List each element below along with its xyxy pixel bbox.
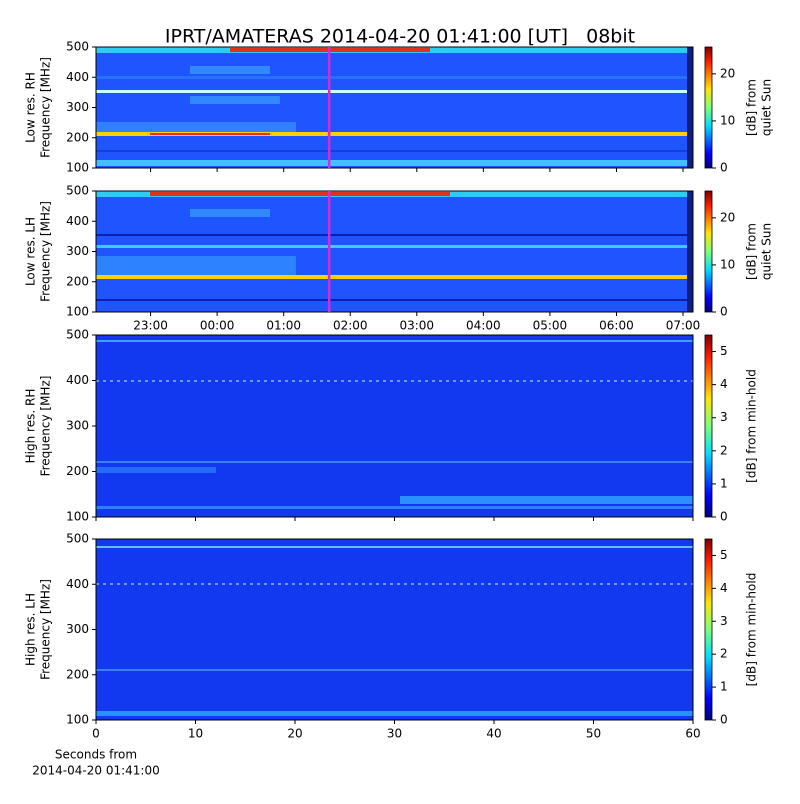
colorbar-tick-label: 0	[720, 510, 728, 524]
y-tick-label: 100	[66, 713, 89, 727]
colorbar-tick-label: 5	[720, 548, 728, 562]
y-tick-label: 200	[66, 667, 89, 681]
y-tick-label: 300	[66, 100, 89, 114]
colorbar-tick-label: 0	[720, 161, 728, 175]
figure-title: IPRT/AMATERAS 2014-04-20 01:41:00 [UT] 0…	[165, 26, 635, 48]
x-tick-label: 01:00	[266, 319, 301, 333]
x-tick-label: 07:00	[666, 319, 701, 333]
colorbar-label: [dB] from min-hold	[745, 369, 759, 483]
colorbar-tick-label: 20	[720, 210, 735, 224]
y-axis-label: Frequency [MHz]	[39, 57, 53, 158]
y-tick-label: 300	[66, 244, 89, 258]
x-axis-label: 2014-04-20 01:41:00	[32, 764, 159, 778]
x-tick-label: 00:00	[200, 319, 235, 333]
x-tick-label: 04:00	[466, 319, 501, 333]
y-tick-label: 500	[66, 532, 89, 546]
y-tick-label: 400	[66, 70, 89, 84]
y-axis-label: High res. LH	[24, 593, 38, 666]
colorbar	[704, 334, 713, 518]
x-tick-label: 60	[685, 727, 700, 741]
y-tick-label: 100	[66, 161, 89, 175]
x-tick-label: 50	[586, 727, 601, 741]
colorbar-tick-label: 2	[720, 443, 728, 457]
y-tick-label: 200	[66, 274, 89, 288]
y-tick-label: 400	[66, 214, 89, 228]
colorbar-tick-label: 4	[720, 377, 728, 391]
colorbar-tick-label: 20	[720, 66, 735, 80]
x-tick-label: 02:00	[333, 319, 368, 333]
colorbar-label: [dB] from	[745, 223, 759, 280]
y-tick-label: 200	[66, 130, 89, 144]
colorbar-tick-label: 3	[720, 614, 728, 628]
colorbar-tick-label: 4	[720, 581, 728, 595]
colorbar	[704, 538, 713, 721]
colorbar-tick-label: 1	[720, 476, 728, 490]
x-tick-label: 20	[287, 727, 302, 741]
y-tick-label: 500	[66, 40, 89, 54]
x-tick-label: 23:00	[133, 319, 168, 333]
y-tick-label: 500	[66, 328, 89, 342]
colorbar-label: [dB] from min-hold	[745, 573, 759, 687]
y-tick-label: 300	[66, 622, 89, 636]
colorbar	[704, 46, 713, 169]
colorbar-label: quiet Sun	[760, 223, 774, 280]
y-axis-label: Frequency [MHz]	[39, 579, 53, 680]
colorbar-tick-label: 0	[720, 305, 728, 319]
colorbar-tick-label: 2	[720, 647, 728, 661]
y-tick-label: 400	[66, 577, 89, 591]
x-tick-label: 06:00	[599, 319, 634, 333]
x-tick-label: 03:00	[399, 319, 434, 333]
y-axis-label: Frequency [MHz]	[39, 376, 53, 477]
colorbar-tick-label: 0	[720, 713, 728, 727]
y-axis-label: High res. RH	[24, 389, 38, 464]
x-tick-label: 40	[486, 727, 501, 741]
x-tick-label: 05:00	[533, 319, 568, 333]
colorbar-label: quiet Sun	[760, 79, 774, 136]
x-tick-label: 30	[387, 727, 402, 741]
y-tick-label: 200	[66, 464, 89, 478]
x-tick-label: 10	[188, 727, 203, 741]
y-tick-label: 100	[66, 510, 89, 524]
y-tick-label: 100	[66, 305, 89, 319]
colorbar-tick-label: 10	[720, 113, 735, 127]
colorbar-tick-label: 5	[720, 344, 728, 358]
spectrogram-image	[96, 47, 693, 720]
x-tick-label: 0	[92, 727, 100, 741]
colorbar-tick-label: 3	[720, 410, 728, 424]
y-tick-label: 500	[66, 184, 89, 198]
colorbar-tick-label: 10	[720, 257, 735, 271]
colorbar-label: [dB] from	[745, 79, 759, 136]
y-tick-label: 400	[66, 373, 89, 387]
y-axis-label: Low res. RH	[24, 72, 38, 143]
y-tick-label: 300	[66, 419, 89, 433]
x-axis-label: Seconds from	[55, 748, 137, 762]
colorbar-tick-label: 1	[720, 680, 728, 694]
y-axis-label: Frequency [MHz]	[39, 201, 53, 302]
y-axis-label: Low res. LH	[24, 217, 38, 286]
colorbar	[704, 190, 713, 313]
